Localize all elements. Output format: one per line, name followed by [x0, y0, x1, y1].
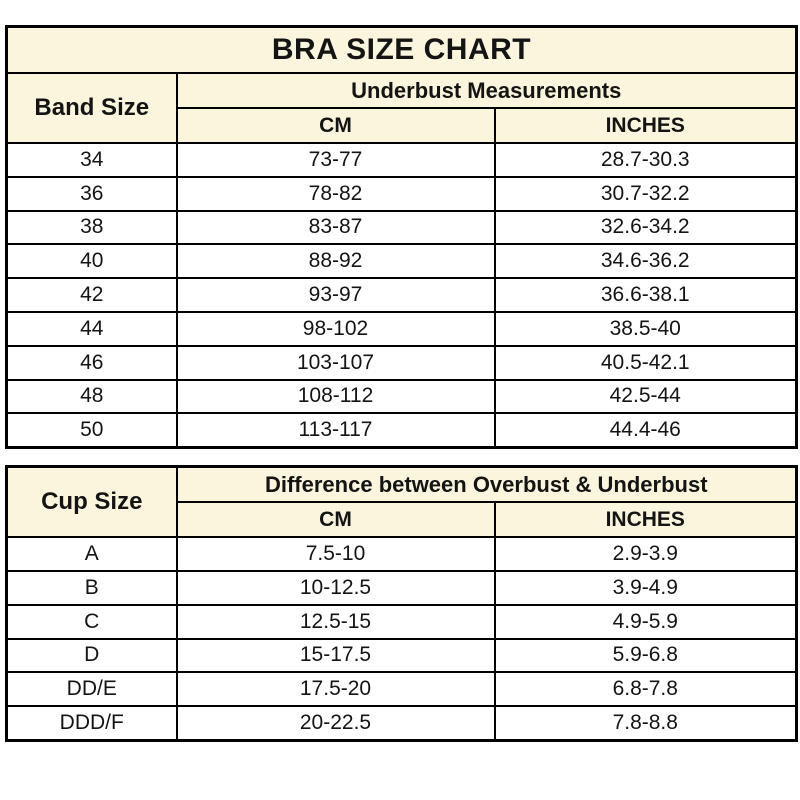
cm-cell: 113-117: [175, 412, 496, 449]
table-row: A 7.5-10 2.9-3.9: [5, 536, 798, 572]
cm-cell: 103-107: [175, 344, 496, 381]
cm-cell: 78-82: [175, 175, 496, 212]
cm-cell: 17.5-20: [175, 671, 496, 708]
band-group-header-row: Band Size Underbust Measurements: [5, 72, 798, 144]
band-column-header-row: CM INCHES: [7, 107, 798, 144]
band-cell: 44: [5, 310, 178, 347]
inches-cell: 30.7-32.2: [493, 175, 798, 212]
table-row: 34 73-77 28.7-30.3: [5, 142, 798, 178]
cm-cell: 98-102: [175, 310, 496, 347]
table-row: 42 93-97 36.6-38.1: [5, 277, 798, 313]
table-row: 48 108-112 42.5-44: [5, 378, 798, 415]
band-size-table: BRA SIZE CHART Band Size Underbust Measu…: [5, 25, 798, 450]
title-row: BRA SIZE CHART: [5, 25, 798, 74]
cm-cell: 93-97: [175, 277, 496, 313]
band-cell: 36: [5, 175, 178, 212]
table-row: 40 88-92 34.6-36.2: [5, 243, 798, 280]
band-cell: 40: [5, 243, 178, 280]
cm-cell: 7.5-10: [175, 536, 496, 572]
inches-cell: 3.9-4.9: [493, 569, 798, 606]
table-row: D 15-17.5 5.9-6.8: [5, 637, 798, 674]
cup-cell: C: [5, 603, 178, 640]
band-cell: 34: [5, 142, 178, 178]
cup-cell: DDD/F: [5, 705, 178, 742]
table-row: DD/E 17.5-20 6.8-7.8: [5, 671, 798, 708]
table-row: C 12.5-15 4.9-5.9: [5, 603, 798, 640]
cup-cell: DD/E: [5, 671, 178, 708]
inches-cell: 6.8-7.8: [493, 671, 798, 708]
cup-size-header: Cup Size: [5, 465, 178, 539]
table-row: 38 83-87 32.6-34.2: [5, 209, 798, 246]
inches-cell: 42.5-44: [493, 378, 798, 415]
band-cell: 46: [5, 344, 178, 381]
cup-cell: A: [5, 536, 178, 572]
inches-cell: 2.9-3.9: [493, 536, 798, 572]
table-gap: [5, 449, 795, 465]
inches-cell: 44.4-46: [493, 412, 798, 449]
band-cm-column-header: CM: [175, 107, 496, 144]
cm-cell: 20-22.5: [175, 705, 496, 742]
inches-cell: 36.6-38.1: [493, 277, 798, 313]
band-cell: 38: [5, 209, 178, 246]
table-row: 44 98-102 38.5-40: [5, 310, 798, 347]
table-row: 46 103-107 40.5-42.1: [5, 344, 798, 381]
cup-cell: D: [5, 637, 178, 674]
band-inches-column-header: INCHES: [493, 107, 798, 144]
band-size-header: Band Size: [5, 72, 178, 144]
inches-cell: 5.9-6.8: [493, 637, 798, 674]
page-title: BRA SIZE CHART: [5, 25, 798, 74]
inches-cell: 7.8-8.8: [493, 705, 798, 742]
cm-cell: 108-112: [175, 378, 496, 415]
cm-cell: 88-92: [175, 243, 496, 280]
inches-cell: 28.7-30.3: [493, 142, 798, 178]
cm-cell: 10-12.5: [175, 569, 496, 606]
cup-size-table: Cup Size Difference between Overbust & U…: [5, 465, 799, 742]
inches-cell: 40.5-42.1: [493, 344, 798, 381]
cm-cell: 83-87: [175, 209, 496, 246]
inches-cell: 4.9-5.9: [493, 603, 798, 640]
inches-cell: 32.6-34.2: [493, 209, 798, 246]
table-row: 50 113-117 44.4-46: [5, 412, 798, 449]
inches-cell: 34.6-36.2: [493, 243, 798, 280]
table-row: B 10-12.5 3.9-4.9: [5, 569, 798, 606]
table-row: DDD/F 20-22.5 7.8-8.8: [5, 705, 798, 742]
underbust-measurements-header: Underbust Measurements: [175, 72, 798, 109]
inches-cell: 38.5-40: [493, 310, 798, 347]
cm-cell: 73-77: [175, 142, 496, 178]
band-cell: 42: [5, 277, 178, 313]
difference-overbust-underbust-header: Difference between Overbust & Underbust: [175, 465, 798, 504]
table-row: 36 78-82 30.7-32.2: [5, 175, 798, 212]
band-cell: 50: [5, 412, 178, 449]
cm-cell: 12.5-15: [175, 603, 496, 640]
cup-group-header-row: Cup Size Difference between Overbust & U…: [5, 465, 798, 539]
cup-cm-column-header: CM: [175, 501, 496, 539]
cup-column-header-row: CM INCHES: [7, 501, 798, 539]
band-cell: 48: [5, 378, 178, 415]
cm-cell: 15-17.5: [175, 637, 496, 674]
cup-cell: B: [5, 569, 178, 606]
cup-inches-column-header: INCHES: [493, 501, 798, 539]
